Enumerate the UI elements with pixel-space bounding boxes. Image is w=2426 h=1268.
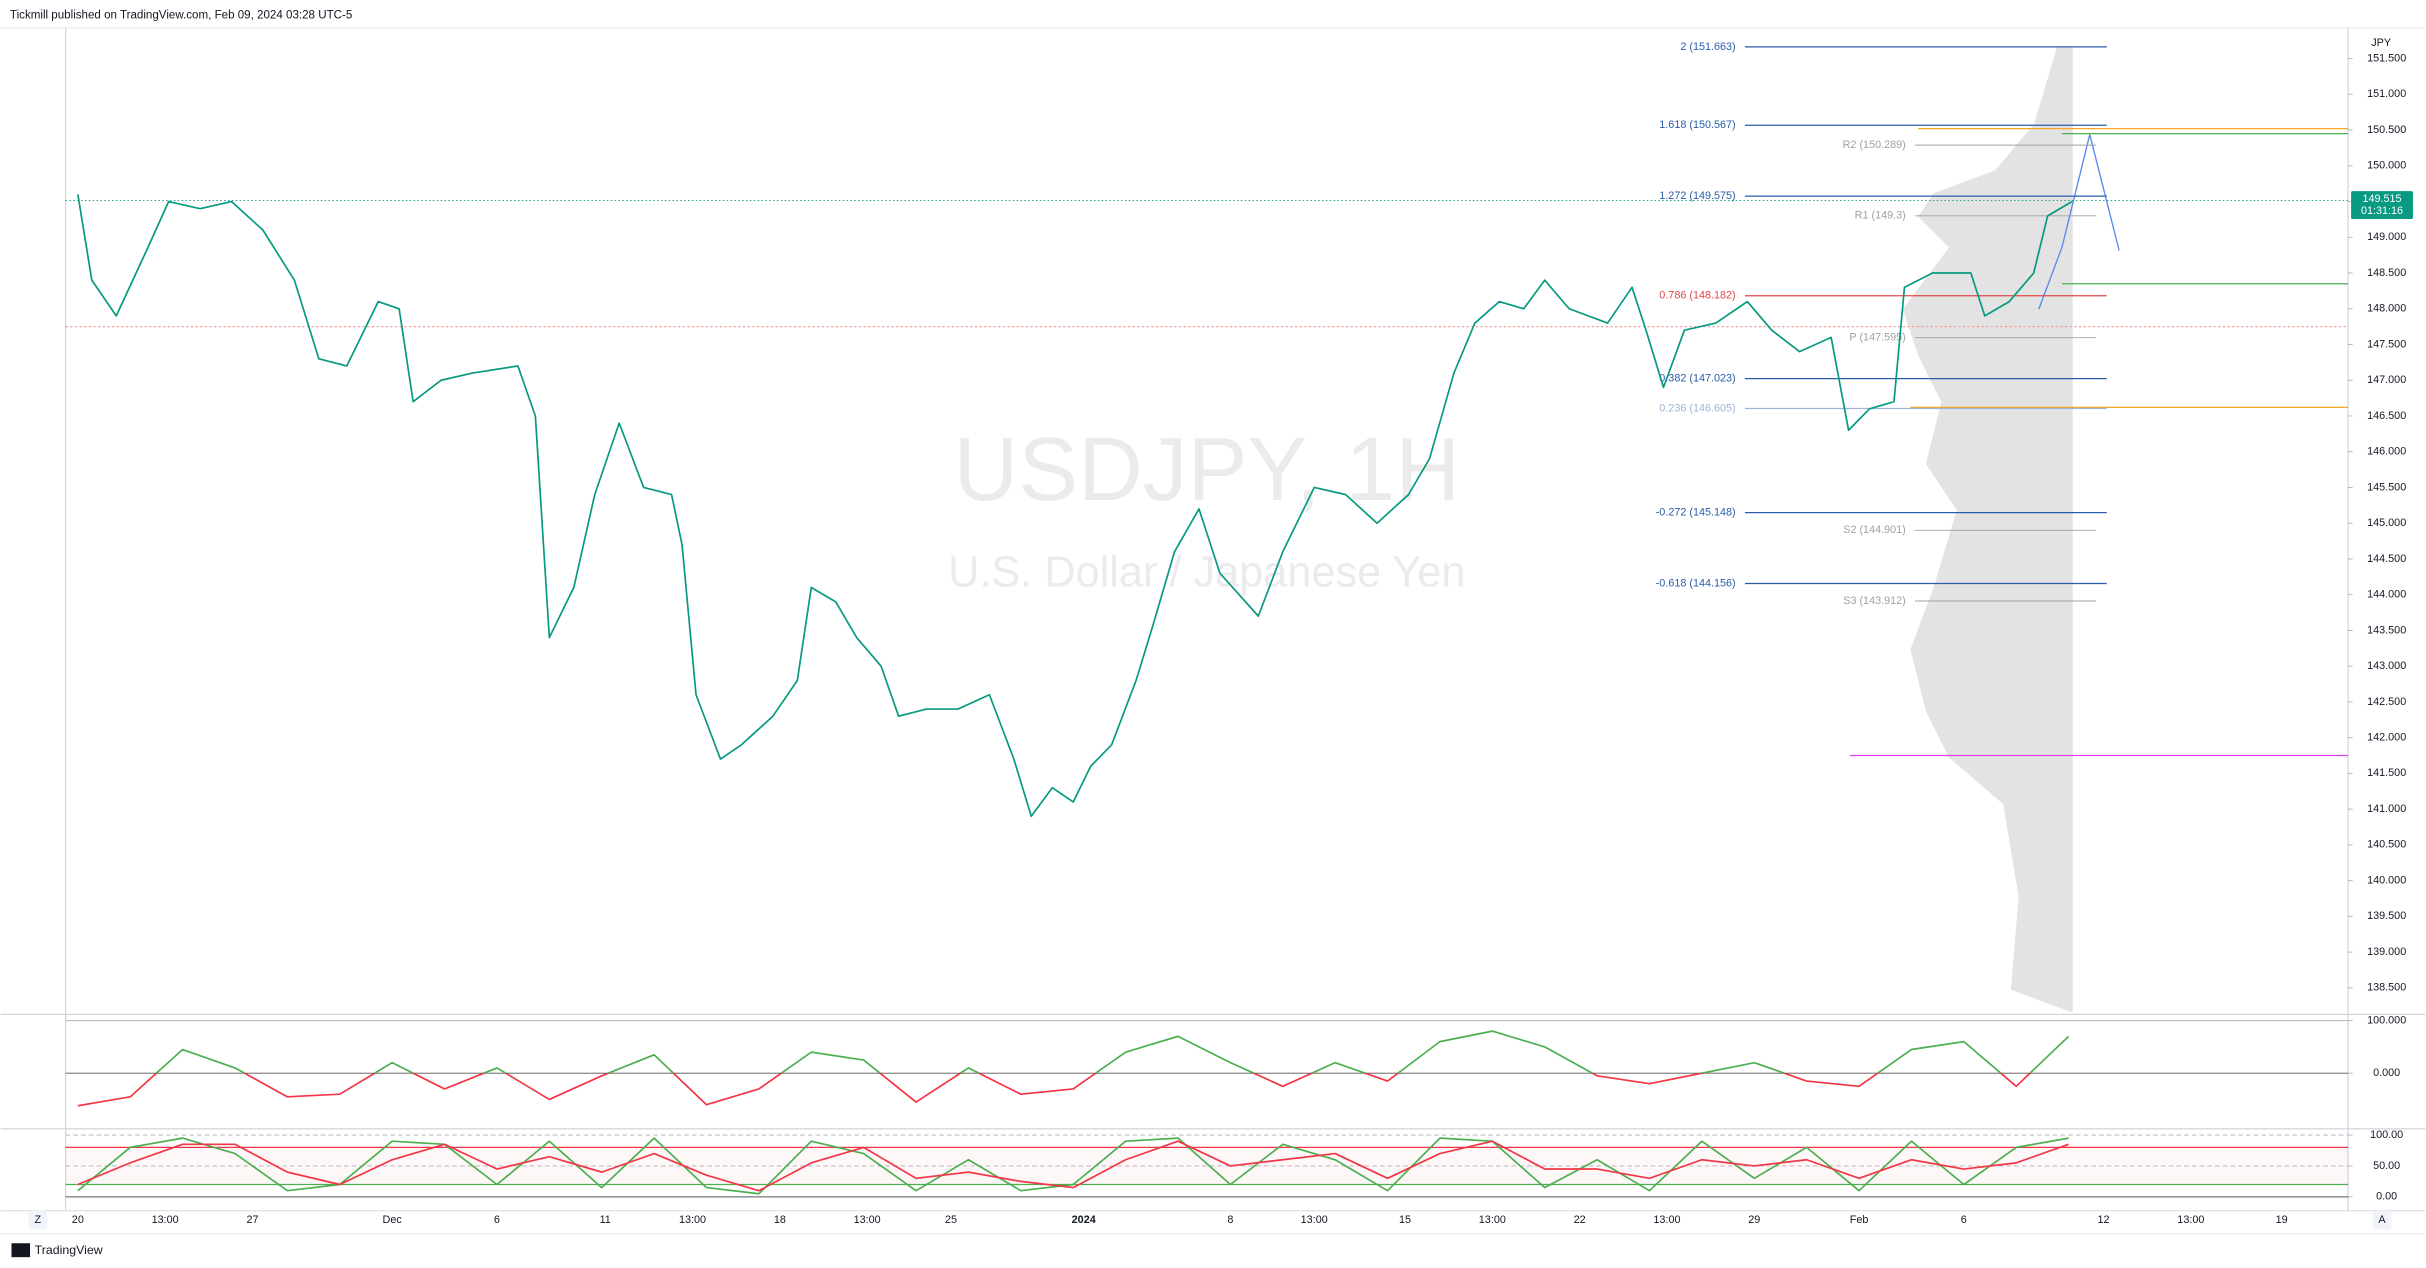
fib-label: 1.272 (149.575) <box>1659 190 1735 202</box>
x-tick-label: Dec <box>383 1214 403 1226</box>
y-tick-label: 145.500 <box>2367 481 2406 493</box>
fib-label: -0.618 (144.156) <box>1656 577 1736 589</box>
fib-label: -0.272 (145.148) <box>1656 506 1736 518</box>
x-tick-label: 6 <box>1961 1214 1967 1226</box>
y-tick-label: 138.500 <box>2367 982 2406 994</box>
watermark-description: U.S. Dollar / Japanese Yen <box>948 549 1465 597</box>
last-price-label: 149.515 <box>2362 193 2401 205</box>
fib-label: 2 (151.663) <box>1680 41 1735 53</box>
y-tick-label: 100.00 <box>2370 1129 2403 1141</box>
y-tick-label: 50.00 <box>2373 1160 2400 1172</box>
fib-label: 0.786 (148.182) <box>1659 290 1735 302</box>
y-tick-label: 147.500 <box>2367 338 2406 350</box>
series-line <box>77 1137 2069 1195</box>
y-tick-label: 100.000 <box>2367 1014 2406 1026</box>
y-tick-label: 150.000 <box>2367 160 2406 172</box>
x-tick-label: 13:00 <box>679 1214 706 1226</box>
y-tick-label: 140.500 <box>2367 839 2406 851</box>
y-tick-label: 0.000 <box>2373 1067 2400 1079</box>
series-line <box>77 194 2073 818</box>
x-tick-label: 29 <box>1748 1214 1760 1226</box>
x-tick-label: 18 <box>774 1214 786 1226</box>
y-tick-label: 150.500 <box>2367 124 2406 136</box>
y-tick-label: 0.00 <box>2376 1191 2397 1203</box>
y-tick-label: 143.000 <box>2367 660 2406 672</box>
series-line <box>77 1140 2069 1192</box>
x-tick-label: 13:00 <box>1653 1214 1680 1226</box>
y-tick-label: 142.000 <box>2367 732 2406 744</box>
fib-label: 1.618 (150.567) <box>1659 119 1735 131</box>
currency-label: JPY <box>2371 37 2391 49</box>
y-tick-label: 141.000 <box>2367 803 2406 815</box>
y-tick-label: 141.500 <box>2367 767 2406 779</box>
x-tick-label: 13:00 <box>152 1214 179 1226</box>
y-tick-label: 139.000 <box>2367 946 2406 958</box>
y-tick-label: 151.000 <box>2367 88 2406 100</box>
y-tick-label: 148.000 <box>2367 303 2406 315</box>
x-tick-label: 13:00 <box>2177 1214 2204 1226</box>
brand: TradingView <box>35 1243 103 1257</box>
x-tick-label: 8 <box>1227 1214 1233 1226</box>
brand-logo <box>11 1243 31 1258</box>
x-tick-label: 25 <box>945 1214 957 1226</box>
x-tick-label: 11 <box>600 1214 611 1226</box>
pivot-label: R2 (150.289) <box>1843 139 1906 151</box>
x-tick-label: Feb <box>1850 1214 1869 1226</box>
countdown-label: 01:31:16 <box>2361 205 2403 217</box>
right-button[interactable] <box>2372 1210 2392 1230</box>
x-tick-label: 2024 <box>1072 1214 1096 1226</box>
pivot-label: P (147.595) <box>1849 332 1905 344</box>
pivot-label: R1 (149.3) <box>1855 210 1906 222</box>
y-tick-label: 146.000 <box>2367 446 2406 458</box>
volume-profile <box>1902 46 2073 1013</box>
y-tick-label: 140.000 <box>2367 874 2406 886</box>
x-tick-label: 6 <box>494 1214 500 1226</box>
last-price-tag <box>2351 191 2413 220</box>
x-tick-label: 13:00 <box>854 1214 881 1226</box>
x-tick-label: 12 <box>2098 1214 2110 1226</box>
x-tick-label: 22 <box>1574 1214 1586 1226</box>
y-tick-label: 144.500 <box>2367 553 2406 565</box>
y-tick-label: 144.000 <box>2367 589 2406 601</box>
y-tick-label: 147.000 <box>2367 374 2406 386</box>
y-tick-label: 146.500 <box>2367 410 2406 422</box>
left-button-label[interactable]: Z <box>34 1214 41 1226</box>
y-tick-label: 145.000 <box>2367 517 2406 529</box>
x-tick-label: 13:00 <box>1479 1214 1506 1226</box>
y-tick-label: 143.500 <box>2367 624 2406 636</box>
right-button-label[interactable]: A <box>2378 1214 2386 1226</box>
watermark-symbol: USDJPY, 1H <box>953 420 1460 520</box>
band-fill <box>65 1147 2349 1185</box>
pivot-label: S2 (144.901) <box>1843 524 1906 536</box>
projection-arrow <box>2038 134 2120 310</box>
x-tick-label: 15 <box>1399 1214 1411 1226</box>
x-tick-label: 20 <box>72 1214 84 1226</box>
pivot-label: S3 (143.912) <box>1843 595 1906 607</box>
y-tick-label: 148.500 <box>2367 267 2406 279</box>
series-line-negative <box>77 1073 2032 1107</box>
x-tick-label: 19 <box>2276 1214 2288 1226</box>
header-title: Tickmill published on TradingView.com, F… <box>10 10 352 22</box>
y-tick-label: 149.000 <box>2367 231 2406 243</box>
left-button[interactable] <box>28 1210 48 1230</box>
y-tick-label: 151.500 <box>2367 52 2406 64</box>
series-line-positive <box>155 1030 2070 1074</box>
y-tick-label: 139.500 <box>2367 910 2406 922</box>
x-tick-label: 27 <box>246 1214 258 1226</box>
fib-label: 0.382 (147.023) <box>1659 372 1735 384</box>
y-tick-label: 142.500 <box>2367 696 2406 708</box>
x-tick-label: 13:00 <box>1301 1214 1328 1226</box>
fib-label: 0.236 (146.605) <box>1659 402 1735 414</box>
